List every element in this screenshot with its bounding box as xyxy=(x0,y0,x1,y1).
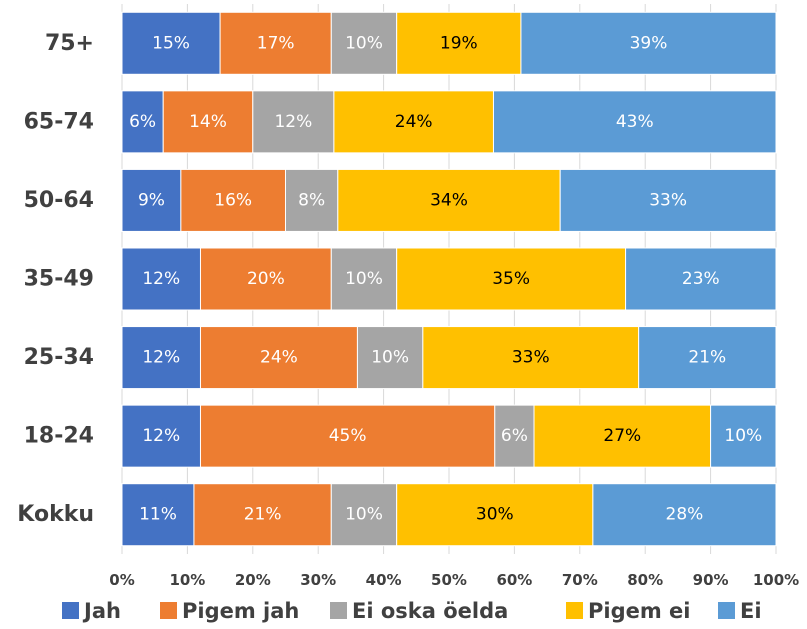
data-label: 16% xyxy=(214,190,252,210)
bar-segment xyxy=(180,168,286,232)
bar-segment xyxy=(121,326,201,390)
bar-segment xyxy=(492,90,777,154)
bar-segment xyxy=(199,247,332,311)
legend-swatch xyxy=(330,602,347,619)
x-tick-label: 0% xyxy=(109,571,134,589)
bar-segment xyxy=(559,168,777,232)
data-label: 19% xyxy=(440,33,478,53)
bar-segment xyxy=(330,247,398,311)
y-tick-label: 35-49 xyxy=(24,267,94,292)
data-label: 39% xyxy=(630,33,668,53)
data-label: 21% xyxy=(244,505,282,525)
data-label: 23% xyxy=(682,269,720,289)
legend-label: Ei xyxy=(740,599,762,623)
bar-segment xyxy=(422,326,640,390)
x-tick-label: 20% xyxy=(235,571,271,589)
legend-label: Pigem ei xyxy=(588,599,691,623)
x-tick-label: 50% xyxy=(431,571,467,589)
y-tick-label: 25-34 xyxy=(24,345,94,370)
data-label: 10% xyxy=(724,426,762,446)
bar-segment xyxy=(330,483,398,547)
data-label: 10% xyxy=(345,505,383,525)
legend-swatch xyxy=(62,602,79,619)
data-label: 8% xyxy=(298,190,325,210)
bar-segment xyxy=(199,326,358,390)
data-label: 10% xyxy=(345,269,383,289)
x-tick-label: 70% xyxy=(562,571,598,589)
data-label: 33% xyxy=(512,348,550,368)
bar-segment xyxy=(625,247,777,311)
bar-segment xyxy=(121,168,182,232)
legend-swatch xyxy=(566,602,583,619)
bar-segment xyxy=(285,168,339,232)
data-label: 12% xyxy=(142,348,180,368)
bar-segment xyxy=(162,90,254,154)
bar-segment xyxy=(337,168,561,232)
legend-label: Ei oska öelda xyxy=(352,599,508,623)
x-tick-label: 80% xyxy=(627,571,663,589)
data-label: 12% xyxy=(274,112,312,132)
bar-segment xyxy=(199,404,496,468)
bar-segment xyxy=(396,483,594,547)
data-label: 10% xyxy=(371,348,409,368)
bar-segment xyxy=(121,90,164,154)
bar-segment xyxy=(121,11,221,75)
y-tick-label: 18-24 xyxy=(24,424,94,449)
data-label: 20% xyxy=(247,269,285,289)
bar-segment xyxy=(356,326,424,390)
legend-label: Jah xyxy=(82,599,121,623)
x-tick-label: 100% xyxy=(753,571,799,589)
bar-segment xyxy=(333,90,494,154)
bar-segment xyxy=(121,247,201,311)
data-label: 21% xyxy=(688,348,726,368)
y-tick-label: 65-74 xyxy=(24,109,94,134)
bar-segment xyxy=(638,326,777,390)
data-label: 35% xyxy=(492,269,530,289)
data-label: 28% xyxy=(666,505,704,525)
data-label: 27% xyxy=(603,426,641,446)
bar-segment xyxy=(520,11,777,75)
data-label: 15% xyxy=(152,33,190,53)
legend-swatch xyxy=(160,602,177,619)
x-tick-label: 10% xyxy=(169,571,205,589)
data-label: 14% xyxy=(189,112,227,132)
bar-segment xyxy=(193,483,332,547)
data-label: 30% xyxy=(476,505,514,525)
data-label: 34% xyxy=(430,190,468,210)
data-label: 12% xyxy=(142,269,180,289)
data-label: 6% xyxy=(129,112,156,132)
data-label: 12% xyxy=(142,426,180,446)
x-tick-label: 60% xyxy=(496,571,532,589)
data-label: 17% xyxy=(257,33,295,53)
bar-segment xyxy=(219,11,332,75)
bar-segment xyxy=(592,483,777,547)
legend-label: Pigem jah xyxy=(182,599,299,623)
x-tick-label: 40% xyxy=(366,571,402,589)
bar-segment xyxy=(121,483,195,547)
data-label: 6% xyxy=(501,426,528,446)
data-label: 33% xyxy=(649,190,687,210)
x-tick-label: 90% xyxy=(693,571,729,589)
data-label: 24% xyxy=(395,112,433,132)
data-label: 43% xyxy=(616,112,654,132)
data-label: 45% xyxy=(329,426,367,446)
bar-segment xyxy=(121,404,201,468)
data-label: 9% xyxy=(138,190,165,210)
bar-segment xyxy=(710,404,777,468)
bar-segment xyxy=(533,404,712,468)
y-tick-label: 75+ xyxy=(45,31,94,56)
legend-swatch xyxy=(718,602,735,619)
bar-segment xyxy=(396,247,627,311)
data-label: 11% xyxy=(139,505,177,525)
data-label: 10% xyxy=(345,33,383,53)
data-label: 24% xyxy=(260,348,298,368)
x-tick-label: 30% xyxy=(300,571,336,589)
bar-segment xyxy=(396,11,522,75)
y-tick-label: Kokku xyxy=(17,502,94,527)
y-tick-label: 50-64 xyxy=(24,188,94,213)
